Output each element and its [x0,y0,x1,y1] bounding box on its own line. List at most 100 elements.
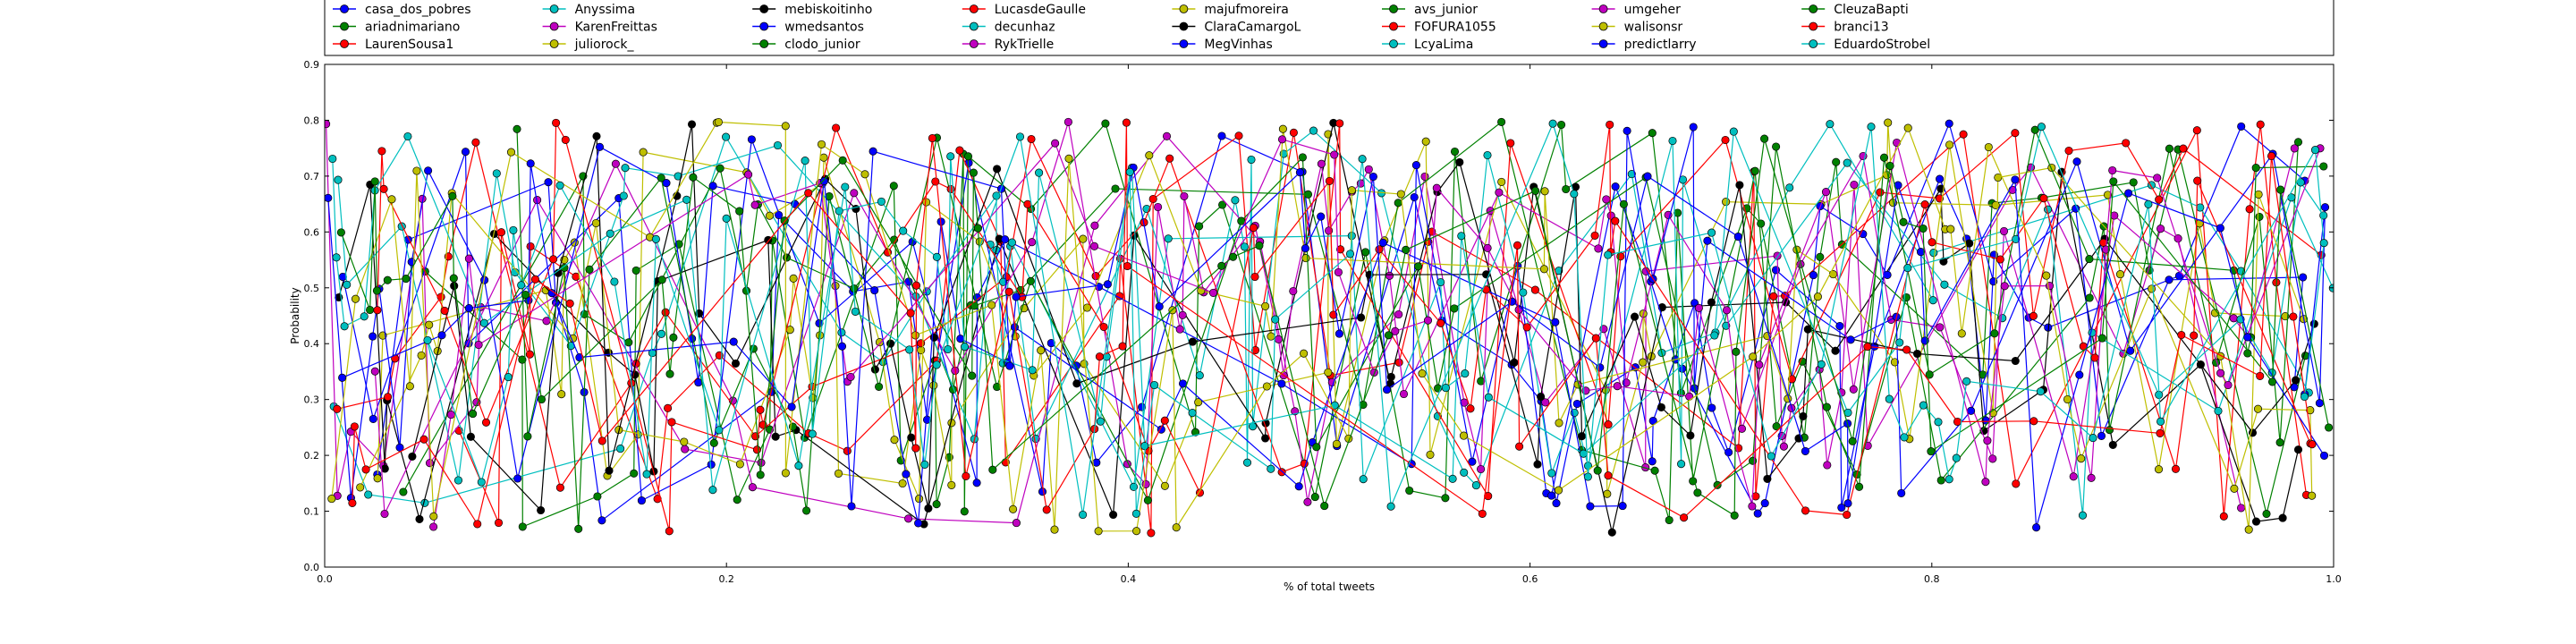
series-ariadnimariano [420,119,2310,531]
data-point [1361,248,1370,257]
data-point [837,342,847,351]
data-point [1919,224,1928,233]
data-point [605,466,614,475]
data-point [2219,512,2228,521]
data-point [1515,442,1524,451]
data-point [361,465,370,474]
data-point [657,329,666,338]
data-point [1895,338,1904,347]
data-point [1912,349,1922,359]
data-point [2192,126,2201,135]
data-point [377,147,386,156]
data-point [1657,402,1665,411]
data-point [1572,399,1581,409]
data-point [771,432,780,441]
data-point [987,301,996,309]
legend-marker [1809,21,1818,31]
axes: 0.0 0.2 0.4 0.6 0.8 1.0 0.0 0.1 0.2 0.3 0.4 0.5 0.6 0… [304,59,2342,585]
data-point [2251,517,2261,526]
data-point [1722,306,1732,315]
data-point [1900,433,1909,442]
data-point [1967,406,1976,415]
data-point [2115,270,2125,279]
data-point [555,483,564,492]
data-point [1668,136,1677,146]
data-point [364,490,373,499]
data-point [1394,309,1403,319]
data-point [1027,134,1036,144]
data-point [715,426,724,435]
data-point [808,429,817,438]
legend-label: predictlarry [1624,38,1697,52]
legend-label: decunhaz [995,21,1055,35]
data-point [328,154,337,164]
data-point [606,229,614,238]
data-point [917,339,926,348]
data-point [405,382,414,391]
legend-entry: EduardoStrobel [1801,38,1930,52]
data-point [395,443,404,452]
data-point [1131,509,1140,518]
data-point [756,405,765,414]
data-point [372,286,381,295]
data-point [2256,371,2265,380]
data-point [838,156,847,165]
data-point [369,414,377,423]
data-point [2039,194,2048,203]
data-point [1867,123,1876,131]
data-point [2011,356,2020,366]
y-tick-label: 0.2 [304,450,320,462]
data-point [1294,482,1303,491]
data-point [1255,242,1264,250]
data-point [630,469,639,478]
data-point [557,390,566,399]
data-point [616,445,625,453]
data-point [667,418,676,427]
legend-label: wmedsantos [784,21,864,35]
data-point [1155,302,1164,311]
data-point [449,274,458,283]
data-point [1755,360,1764,369]
data-point [506,148,516,157]
data-point [1750,166,1759,175]
data-point [902,470,911,479]
data-point [1484,393,1493,402]
data-point [2293,138,2303,147]
data-point [947,480,956,489]
data-point [1753,509,1762,518]
data-point [1594,244,1603,253]
data-point [2088,328,2097,337]
data-point [1063,117,1072,126]
data-point [1231,196,1240,205]
legend-label: LucasdeGaulle [995,3,1086,17]
data-point [518,522,527,531]
legend-entry: walisonsr [1591,21,1682,35]
data-point [1165,154,1174,163]
data-point [1180,191,1189,200]
data-point [1441,384,1450,393]
legend-label: MegVinhas [1204,38,1272,52]
data-point [1450,147,1460,157]
data-point [517,281,526,290]
data-point [1309,126,1318,135]
data-point [716,164,724,173]
x-tick-label: 0.6 [1522,573,1538,585]
data-point [973,224,982,233]
data-point [1007,238,1016,247]
data-point [2224,380,2233,390]
data-point [1928,296,1937,305]
data-point [999,277,1008,286]
data-point [2190,331,2199,340]
data-point [1164,234,1173,243]
data-point [471,138,480,147]
legend-entry: CleuzaBapti [1801,3,1909,17]
data-point [1497,117,1506,126]
data-point [1693,488,1702,497]
data-point [1089,242,1099,250]
data-point [1772,142,1781,151]
legend-label: casa_dos_pobres [365,3,471,17]
data-point [1554,486,1563,495]
legend-label: avs_junior [1414,3,1478,17]
data-point [477,478,486,487]
data-point [1729,127,1738,136]
